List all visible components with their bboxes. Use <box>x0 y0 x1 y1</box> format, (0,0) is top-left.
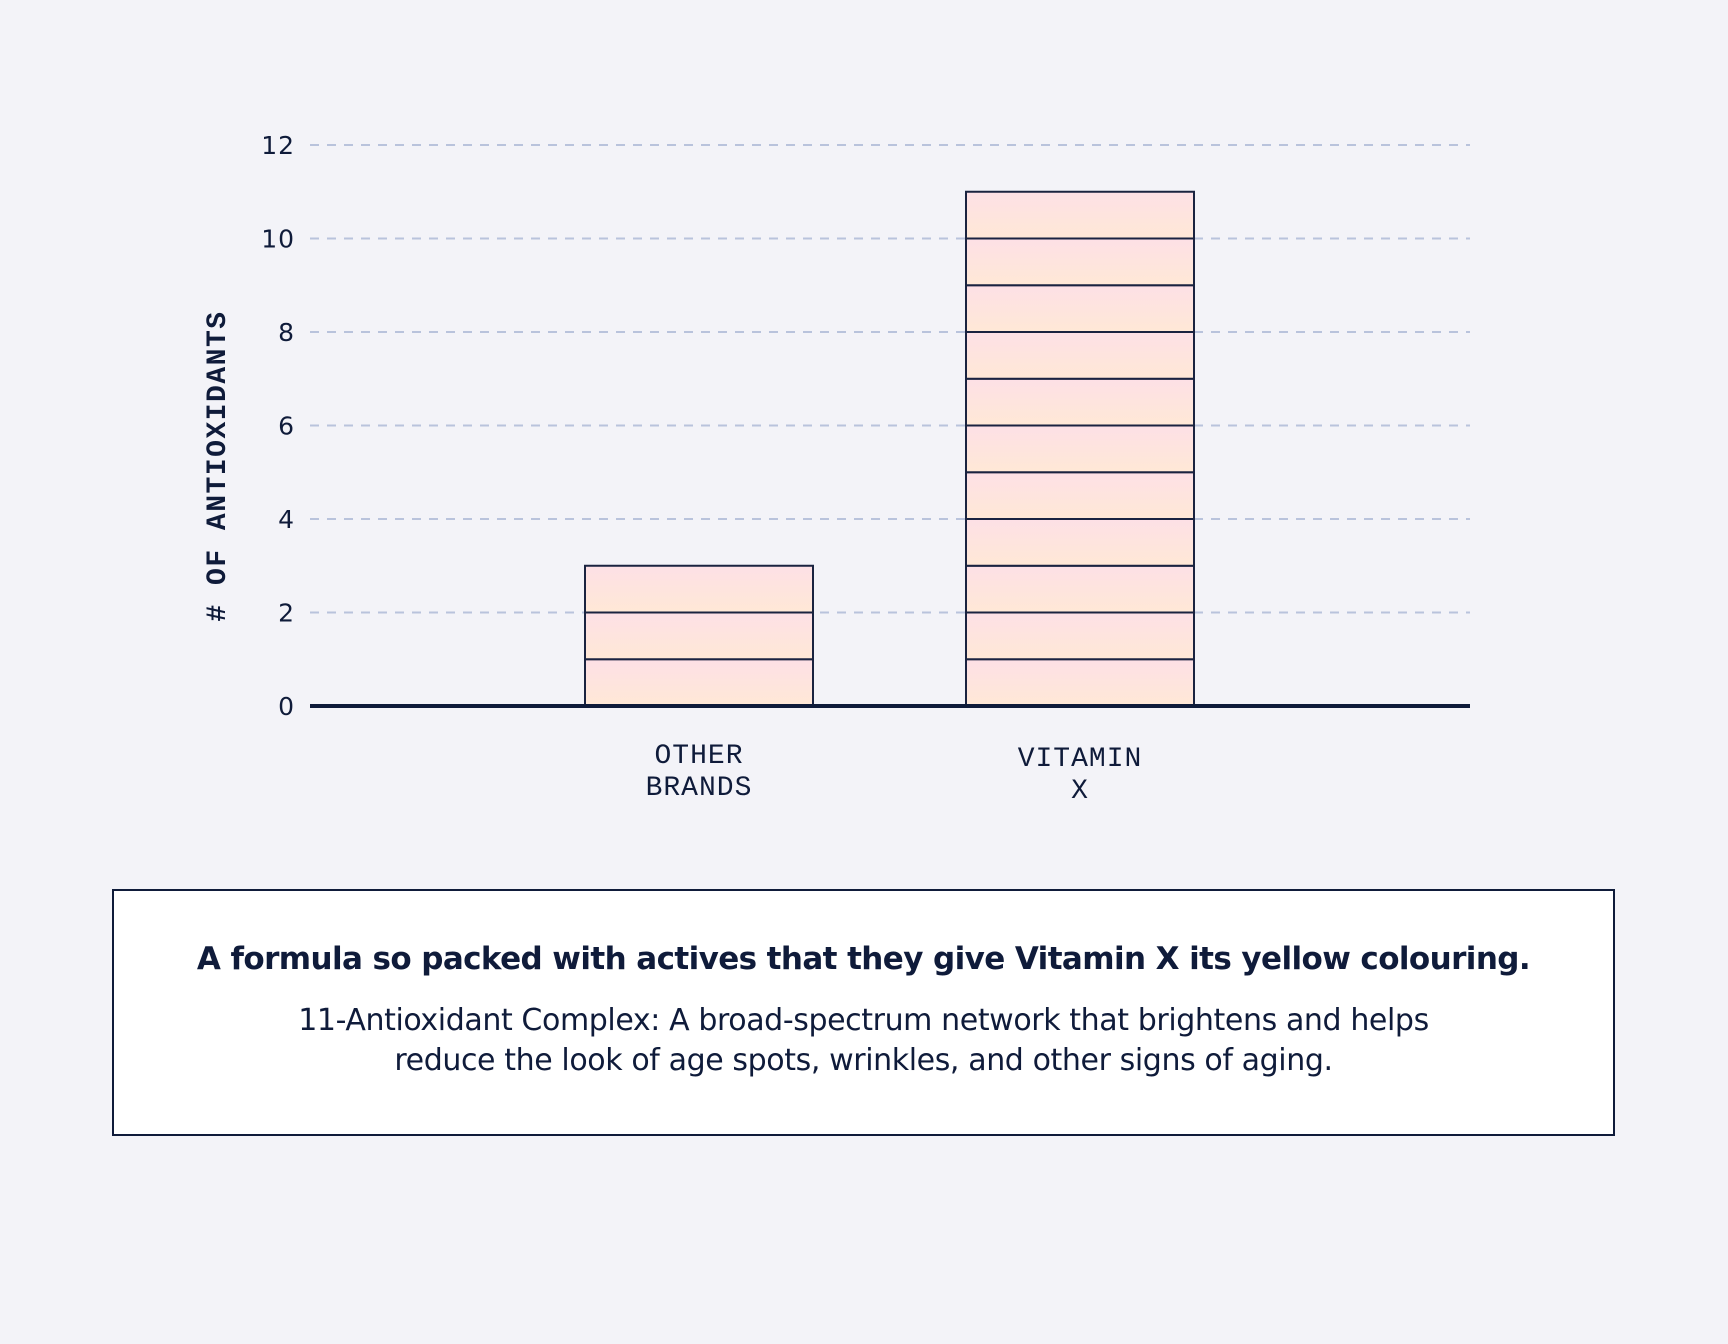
info-headline: A formula so packed with actives that th… <box>196 941 1531 977</box>
bar-segment <box>965 564 1195 614</box>
bar-segment <box>584 564 814 614</box>
category-label: OTHER <box>654 741 743 772</box>
y-tick-label: 8 <box>278 318 295 347</box>
bar-segment <box>965 377 1195 427</box>
bar-segment <box>584 658 814 707</box>
gridlines <box>310 144 1470 614</box>
y-axis-title: # OF ANTIOXIDANTS <box>203 310 234 621</box>
y-tick-label: 0 <box>278 692 295 721</box>
info-body: 11-Antioxidant Complex: A broad-spectrum… <box>298 1003 1429 1078</box>
y-tick-label: 10 <box>261 225 295 254</box>
bar-segment <box>584 611 814 661</box>
bar-segment <box>965 331 1195 380</box>
bar-segment <box>965 190 1195 240</box>
bar-segment <box>965 611 1195 661</box>
bar-segment <box>965 518 1195 567</box>
info-box: A formula so packed with actives that th… <box>112 889 1615 1136</box>
y-tick-label: 6 <box>278 412 295 441</box>
bar <box>965 190 1195 707</box>
bar-segment <box>965 658 1195 707</box>
y-tick-label: 12 <box>261 131 295 160</box>
bar-segment <box>965 237 1195 287</box>
bar <box>584 564 814 707</box>
bar-segment <box>965 284 1195 333</box>
bar-segment <box>965 471 1195 520</box>
y-tick-label: 4 <box>278 505 295 534</box>
category-label: BRANDS <box>646 773 753 804</box>
y-axis-ticks: 0 2 4 6 8 10 12 <box>261 131 295 721</box>
y-tick-label: 2 <box>278 599 295 628</box>
bars <box>584 190 1195 707</box>
category-label: X <box>1071 776 1089 807</box>
bar-segment <box>965 424 1195 474</box>
category-label: VITAMIN <box>1018 744 1143 775</box>
